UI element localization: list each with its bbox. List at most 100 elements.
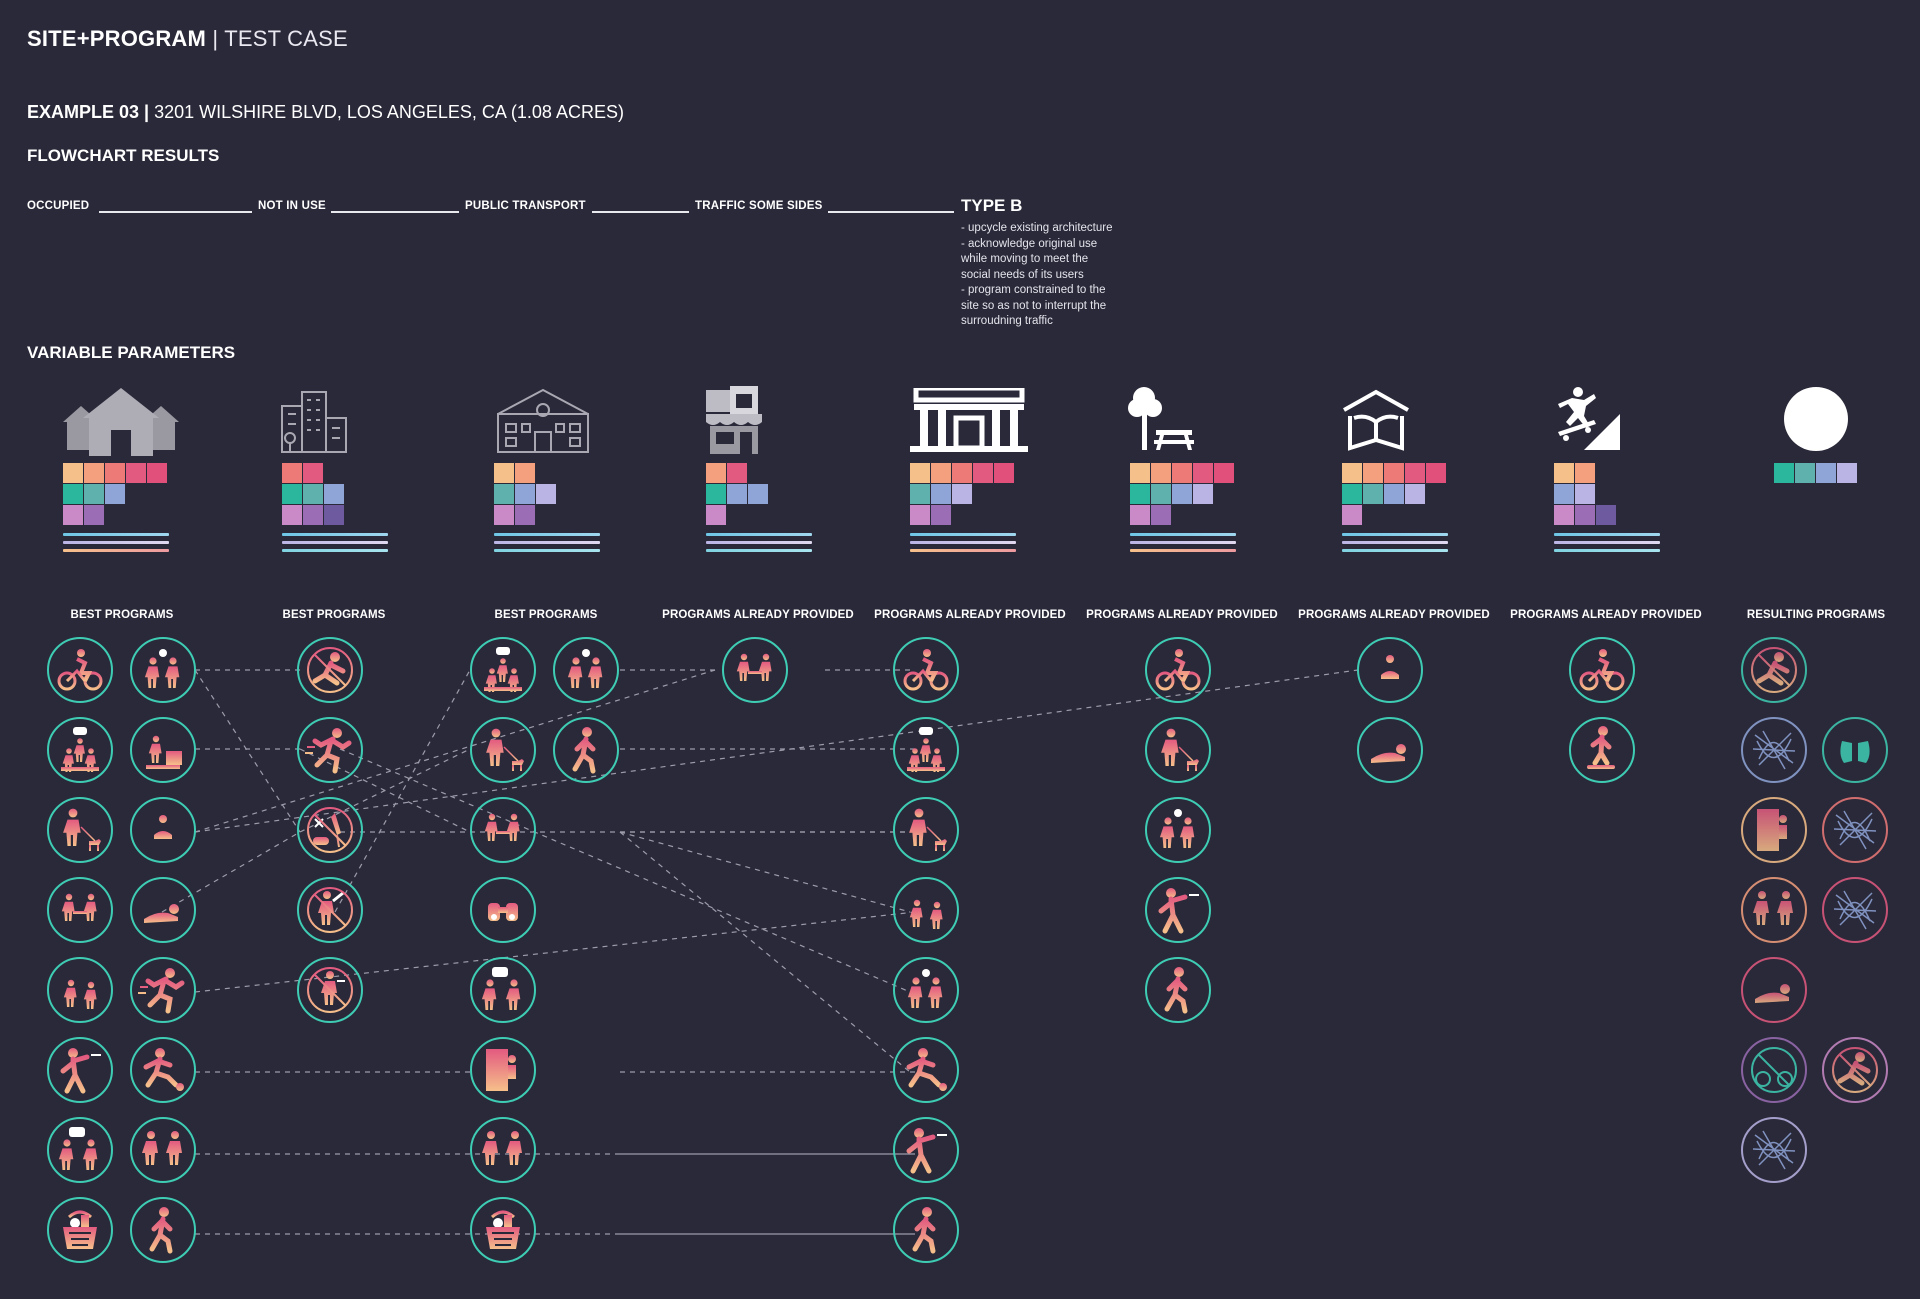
storefront-icon — [706, 386, 762, 454]
soccer-kick-icon — [893, 1037, 959, 1103]
park-tree-bench-icon — [1128, 387, 1194, 450]
dog-walker-icon — [470, 717, 536, 783]
kids-playing-icon — [553, 637, 619, 703]
label-best-programs-2: BEST PROGRAMS — [282, 609, 386, 621]
skateboard-ramp-icon — [1558, 387, 1620, 450]
type-b-note: site so as not to interrupt the — [961, 299, 1107, 312]
result-scribble-icon — [1822, 877, 1888, 943]
walker-icon — [130, 1197, 196, 1263]
houses-icon — [63, 388, 179, 456]
runners-icon — [893, 877, 959, 943]
school-building-icon — [497, 388, 589, 453]
cyclist-icon — [893, 637, 959, 703]
basket-icon — [47, 1197, 113, 1263]
no-running-icon — [297, 637, 363, 703]
type-b-note: surroudning traffic — [961, 315, 1053, 327]
conversation-icon — [47, 1117, 113, 1183]
door-icon — [470, 1037, 536, 1103]
flow-step-not-in-use: NOT IN USE — [258, 200, 326, 212]
ball-thrower-icon — [47, 1037, 113, 1103]
type-b-note: - acknowledge original use — [961, 237, 1098, 250]
no-vandalism-icon — [297, 877, 363, 943]
palette-school — [494, 463, 564, 525]
dog-walker-icon — [47, 797, 113, 863]
bars-houses — [63, 533, 169, 557]
runners-icon — [47, 957, 113, 1023]
handshake-icon — [130, 1117, 196, 1183]
kids-playing-icon — [130, 637, 196, 703]
bars-park — [1130, 533, 1236, 557]
label-best-programs-3: BEST PROGRAMS — [494, 609, 598, 621]
palette-civic — [910, 463, 1020, 525]
result-no-running-icon — [1741, 637, 1807, 703]
flow-step-public-transport: PUBLIC TRANSPORT — [465, 200, 586, 212]
example-heading: EXAMPLE 03 | 3201 WILSHIRE BLVD, LOS ANG… — [27, 102, 624, 122]
lying-down-icon — [130, 877, 196, 943]
type-b-notes: - upcycle existing architecture - acknow… — [961, 221, 1141, 330]
basket-icon — [470, 1197, 536, 1263]
flow-connector — [99, 211, 252, 213]
cyclist-icon — [1145, 637, 1211, 703]
palette-store — [706, 463, 776, 525]
type-b-note: social needs of its users — [961, 268, 1084, 281]
group-talk-icon — [893, 717, 959, 783]
handshake-icon — [470, 1117, 536, 1183]
soccer-kick-icon — [130, 1037, 196, 1103]
skateboarder-icon — [1569, 717, 1635, 783]
type-b-note: while moving to meet the — [961, 253, 1089, 265]
cafe-table-icon — [722, 637, 788, 703]
white-circle-icon — [1784, 387, 1848, 451]
flow-step-traffic: TRAFFIC SOME SIDES — [695, 200, 823, 212]
no-smoking-icon — [297, 957, 363, 1023]
running-man-icon — [130, 957, 196, 1023]
label-best-programs-1: BEST PROGRAMS — [70, 609, 174, 621]
ball-thrower-icon — [893, 1117, 959, 1183]
label-already-provided-4: PROGRAMS ALREADY PROVIDED — [1298, 609, 1490, 621]
flowchart-results-heading: FLOWCHART RESULTS — [27, 146, 220, 165]
running-man-icon — [297, 717, 363, 783]
type-b-note: - program constrained to the — [961, 284, 1106, 296]
result-scribble-icon — [1741, 717, 1807, 783]
ball-thrower-icon — [1145, 877, 1211, 943]
bars-school — [494, 533, 600, 557]
label-already-provided-2: PROGRAMS ALREADY PROVIDED — [874, 609, 1066, 621]
walker-icon — [893, 1197, 959, 1263]
kids-playing-icon — [893, 957, 959, 1023]
group-talk-icon — [470, 637, 536, 703]
result-scribble-icon — [1741, 1117, 1807, 1183]
page-title: SITE+PROGRAM | TEST CASE — [27, 26, 348, 51]
palette-skate — [1554, 463, 1624, 525]
flow-step-occupied: OCCUPIED — [27, 200, 90, 212]
bars-apartments — [282, 533, 388, 557]
dog-walker-icon — [893, 797, 959, 863]
bars-store — [706, 533, 812, 557]
result-scribble-icon — [1822, 797, 1888, 863]
label-resulting-programs: RESULTING PROGRAMS — [1746, 609, 1886, 621]
cafe-table-icon — [47, 877, 113, 943]
palette-library — [1342, 463, 1452, 525]
conversation-icon — [470, 957, 536, 1023]
result-handshake-icon — [1741, 877, 1807, 943]
walker-icon — [1145, 957, 1211, 1023]
label-already-provided-1: PROGRAMS ALREADY PROVIDED — [662, 609, 854, 621]
variable-parameters-heading: VARIABLE PARAMETERS — [27, 343, 236, 362]
cyclist-icon — [47, 637, 113, 703]
type-b-title: TYPE B — [961, 196, 1023, 215]
result-no-running-icon — [1822, 1037, 1888, 1103]
result-no-bike-icon — [1741, 1037, 1807, 1103]
palette-result — [1774, 463, 1858, 483]
civic-building-icon — [910, 388, 1028, 452]
lying-down-icon — [1357, 717, 1423, 783]
bars-skate — [1554, 533, 1660, 557]
palette-houses — [63, 463, 173, 525]
flow-connector — [592, 211, 689, 213]
result-lying-down-icon — [1741, 957, 1807, 1023]
kids-crafts-icon — [130, 717, 196, 783]
flow-connector — [828, 211, 954, 213]
reading-icon — [1357, 637, 1423, 703]
result-shoes-icon — [1822, 717, 1888, 783]
cyclist-icon — [1569, 637, 1635, 703]
dog-walker-icon — [1145, 717, 1211, 783]
drugs-icon — [297, 797, 363, 863]
